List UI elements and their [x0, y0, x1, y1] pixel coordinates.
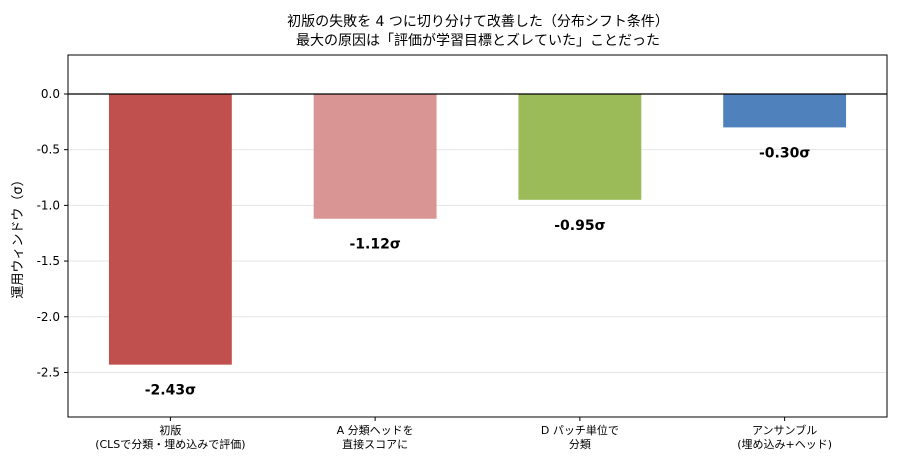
bar [108, 93, 232, 365]
x-tick-label: A 分類ヘッドを [337, 424, 414, 437]
x-tick-label: 分類 [569, 438, 591, 451]
data-labels: -2.43σ -1.12σ -0.95σ -0.30σ [145, 145, 811, 398]
y-tick-label: -1.0 [37, 198, 60, 212]
x-tick-label: D パッチ単位で [541, 423, 619, 437]
y-tick-label: -2.0 [37, 310, 60, 324]
data-label: -0.95σ [554, 218, 605, 234]
x-tick-label: (CLSで分類・埋め込みで評価) [95, 437, 245, 451]
y-tick-label: -0.5 [37, 143, 60, 157]
x-tick-label: (埋め込み+ヘッド) [737, 438, 832, 451]
x-tick-label: アンサンブル [752, 423, 817, 437]
x-tick-label: 直接スコアに [342, 437, 408, 451]
data-label: -2.43σ [145, 383, 196, 399]
x-tick-label: 初版 [159, 423, 181, 437]
y-tick-label: 0.0 [41, 87, 60, 101]
y-axis-label: 運用ウィンドウ（σ） [11, 173, 26, 298]
bars [108, 93, 847, 365]
data-label: -0.30σ [759, 145, 810, 161]
bar [723, 93, 847, 128]
data-label: -1.12σ [349, 237, 400, 253]
plot-frame [67, 54, 888, 418]
y-axis-ticks: 0.0 -0.5 -1.0 -1.5 -2.0 -2.5 [37, 87, 68, 379]
chart-title-line-1: 初版の失敗を 4 つに切り分けて改善した（分布シフト条件） [287, 13, 669, 30]
y-tick-label: -1.5 [37, 254, 60, 268]
bar [518, 93, 642, 200]
y-tick-label: -2.5 [37, 365, 60, 379]
chart-title-line-2: 最大の原因は「評価が学習目標とズレていた」ことだった [296, 33, 660, 49]
bar [313, 93, 437, 219]
